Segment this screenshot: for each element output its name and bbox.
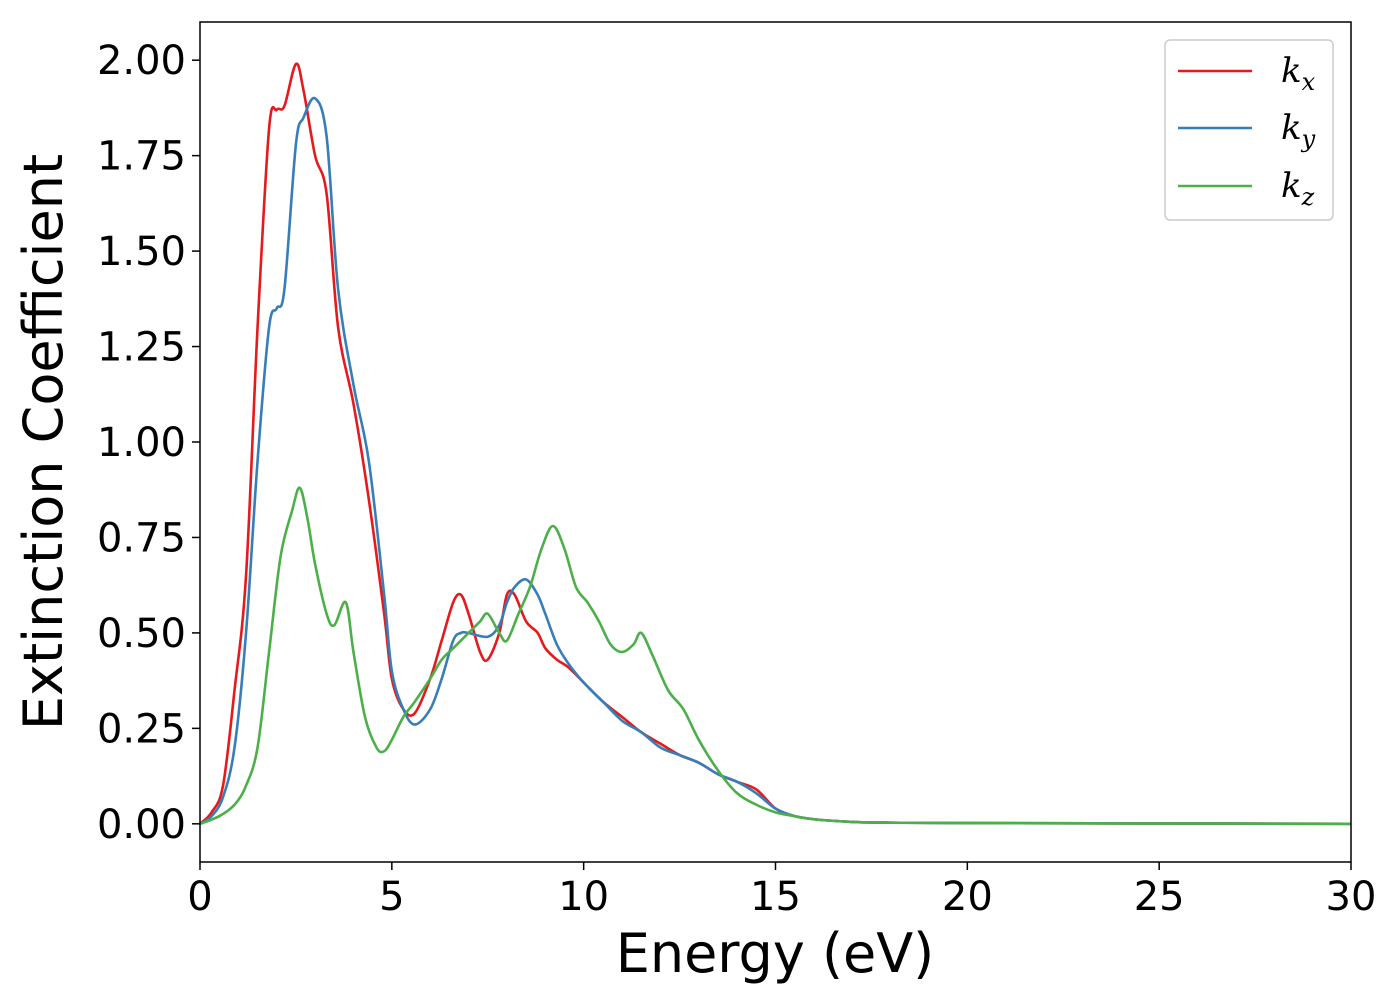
x-axis: 0 5 10 15 20 25 30 <box>187 862 1376 920</box>
legend: kx ky kz <box>1164 39 1334 221</box>
y-tick-label: 0.50 <box>97 611 186 657</box>
x-tick-label: 25 <box>1134 874 1185 920</box>
series-line-kz <box>199 486 1352 826</box>
plot-lines <box>199 62 1352 826</box>
x-tick-label: 5 <box>379 874 404 920</box>
x-tick-label: 20 <box>942 874 993 920</box>
series-line-ky <box>199 96 1352 826</box>
y-tick-label: 0.00 <box>97 802 186 848</box>
series-line-kx <box>199 62 1352 826</box>
y-tick-label: 1.75 <box>97 134 186 180</box>
y-tick-label: 0.25 <box>97 706 186 752</box>
x-axis-label: Energy (eV) <box>616 922 935 985</box>
y-tick-label: 2.00 <box>97 38 186 84</box>
y-axis: 0.00 0.25 0.50 0.75 1.00 1.25 1.50 1.75 2.00 <box>97 38 200 848</box>
x-tick-label: 0 <box>187 874 212 920</box>
x-tick-label: 15 <box>750 874 801 920</box>
legend-label-kz: kz <box>1281 166 1315 211</box>
y-tick-label: 0.75 <box>97 515 186 561</box>
legend-label-kx: kx <box>1281 51 1316 96</box>
x-tick-label: 10 <box>558 874 609 920</box>
y-axis-label: Extinction Coefficient <box>12 154 75 730</box>
y-tick-label: 1.25 <box>97 325 186 371</box>
y-tick-label: 1.50 <box>97 229 186 275</box>
y-tick-label: 1.00 <box>97 420 186 466</box>
x-tick-label: 30 <box>1326 874 1377 920</box>
legend-box <box>1164 39 1334 221</box>
legend-label-ky: ky <box>1281 108 1316 153</box>
